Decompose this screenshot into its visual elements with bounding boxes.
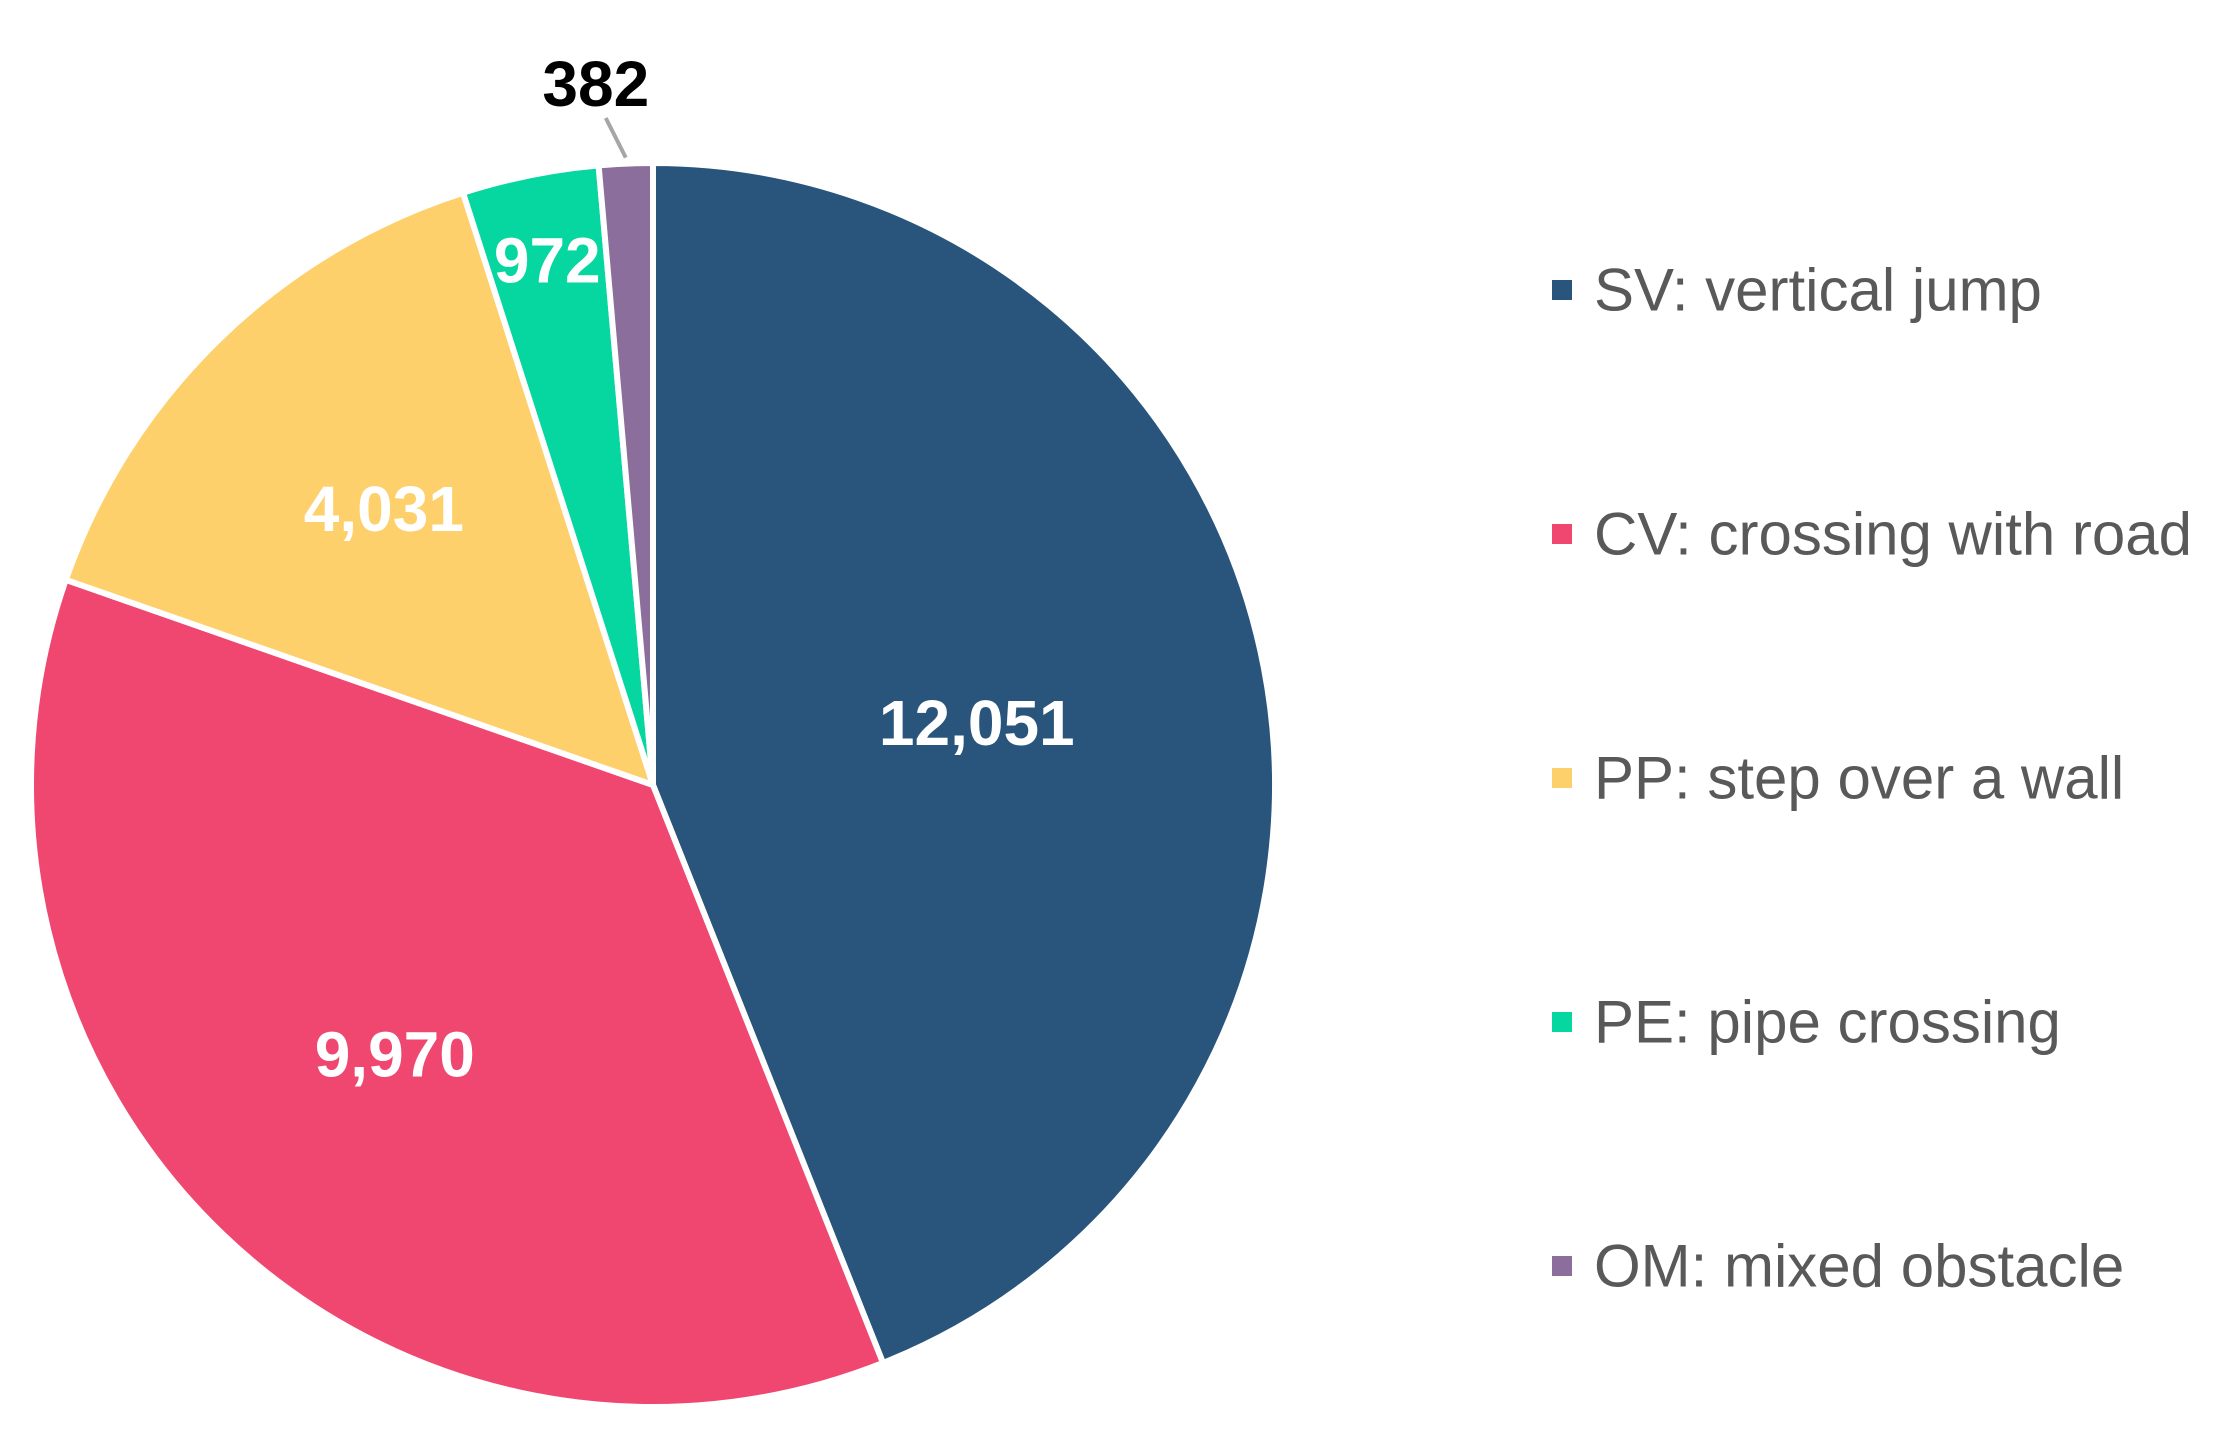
data-label-pp-step-over-a-wall: 4,031 — [304, 473, 464, 545]
legend-label-pe-pipe-crossing: PE: pipe crossing — [1594, 989, 2061, 1056]
data-label-pe-pipe-crossing: 972 — [494, 225, 601, 297]
legend-swatch-pp-step-over-a-wall — [1552, 768, 1572, 788]
pie-slice-sv-vertical-jump — [650, 160, 1278, 1366]
legend-swatch-sv-vertical-jump — [1552, 280, 1572, 300]
legend-label-om-mixed-obstacle: OM: mixed obstacle — [1594, 1233, 2124, 1300]
data-label-om-mixed-obstacle: 382 — [542, 48, 649, 120]
data-label-cv-crossing-with-road: 9,970 — [315, 1018, 475, 1090]
data-label-sv-vertical-jump: 12,051 — [879, 687, 1075, 759]
legend-swatch-om-mixed-obstacle — [1552, 1256, 1572, 1276]
legend: SV: vertical jump CV: crossing with road P… — [1552, 257, 2192, 1300]
legend-label-sv-vertical-jump: SV: vertical jump — [1594, 257, 2042, 324]
legend-swatch-cv-crossing-with-road — [1552, 524, 1572, 544]
pie-slice-pp-step-over-a-wall — [62, 189, 656, 788]
pie-slice-cv-crossing-with-road — [28, 576, 886, 1410]
pie-slices — [28, 160, 1278, 1410]
leader-line-om-mixed-obstacle — [603, 117, 628, 159]
legend-label-cv-crossing-with-road: CV: crossing with road — [1594, 501, 2192, 568]
legend-swatch-pe-pipe-crossing — [1552, 1012, 1572, 1032]
legend-label-pp-step-over-a-wall: PP: step over a wall — [1594, 745, 2124, 812]
pie-slice-om-mixed-obstacle — [595, 160, 656, 788]
leader-lines — [603, 117, 628, 159]
data-labels: 12,051 9,970 4,031 972 382 — [304, 48, 1075, 1090]
